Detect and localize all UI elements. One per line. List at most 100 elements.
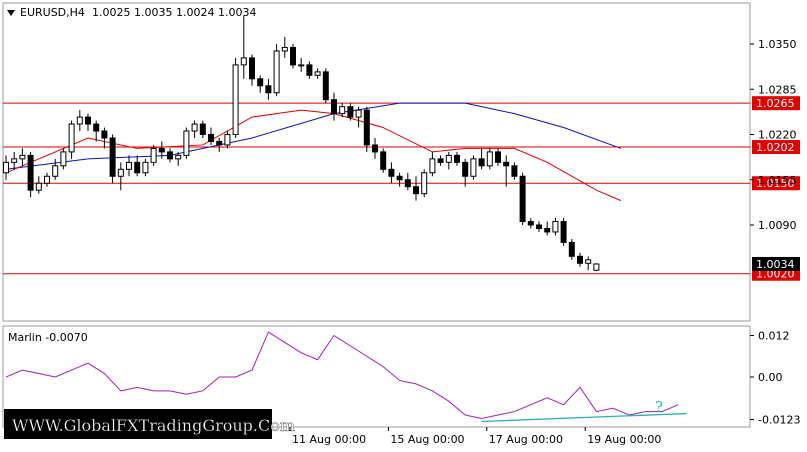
candle-body [134, 161, 141, 174]
candle-body [191, 123, 198, 132]
candle-body [52, 165, 59, 177]
candle-body [527, 221, 534, 226]
osc-tick-label: -0.0123 [758, 414, 800, 427]
candles [3, 16, 600, 271]
candle-body [585, 259, 592, 264]
candle-body [298, 64, 305, 67]
candle-body [35, 182, 42, 191]
candle-body [11, 158, 18, 163]
candle-body [372, 144, 378, 153]
candle-body [511, 165, 518, 177]
candle-body [355, 109, 362, 118]
candle-body [167, 151, 173, 160]
oscillator: 0.012 0.00 -0.0123 [5, 330, 800, 427]
candle-body [273, 50, 280, 94]
ohlc-values: 1.0025 1.0035 1.0024 1.0034 [92, 6, 256, 19]
candle-body [363, 109, 370, 146]
symbol-label: EURUSD,H4 [20, 6, 85, 19]
candle-body [429, 158, 436, 174]
level-label: 1.0150 [756, 177, 795, 190]
level-label: 1.0265 [756, 97, 795, 110]
candle-body [306, 64, 313, 76]
candle-body [552, 221, 559, 233]
price-axis: 1.0350 1.0285 1.0220 1.0155 1.0090 1.0034 [750, 38, 800, 271]
candle-body [19, 154, 26, 160]
candle-body [199, 123, 206, 136]
candle-body [158, 147, 165, 153]
candle-body [396, 175, 403, 181]
candle-body [249, 57, 255, 80]
candle-body [3, 161, 9, 174]
candle-body [68, 123, 75, 153]
time-tick-label: 19 Aug 00:00 [587, 433, 661, 446]
osc-tick-label: 0.012 [758, 330, 790, 343]
candle-body [380, 151, 387, 170]
candle-body [388, 168, 395, 177]
candle-body [93, 123, 100, 132]
candle-body [216, 140, 223, 146]
watermark-text: WWW.GlobalFXTradingGroup.Com [12, 416, 295, 435]
osc-tick-label: 0.00 [758, 371, 783, 384]
candle-body [421, 172, 428, 195]
level-tag [752, 96, 800, 111]
price-tick-label: 1.0220 [758, 129, 797, 142]
candle-body [240, 57, 247, 66]
candle-body [503, 161, 510, 167]
indicator-label: Marlin -0.0070 [8, 331, 88, 344]
candle-body [265, 85, 272, 94]
candle-body [224, 134, 231, 146]
candle-body [290, 46, 296, 66]
candle-body [257, 78, 264, 87]
candle-body [208, 134, 214, 142]
level-label: 1.0202 [756, 141, 795, 154]
divergence-trendline [481, 412, 687, 423]
candle-body [347, 106, 354, 118]
candle-body [454, 154, 460, 163]
candle-body [404, 179, 411, 188]
oscillator-line [5, 331, 679, 419]
price-tick-label: 1.0285 [758, 83, 797, 96]
candle-body [544, 227, 551, 233]
candle-body [126, 161, 132, 170]
level-tag [752, 176, 800, 191]
candle-body [437, 158, 444, 163]
candle-body [568, 241, 575, 257]
price-tick-label: 1.0090 [758, 219, 797, 232]
current-price-label: 1.0034 [756, 258, 795, 271]
candle-body [117, 168, 124, 177]
candle-body [44, 175, 50, 184]
time-tick-label: 15 Aug 00:00 [390, 433, 464, 446]
candle-body [478, 158, 485, 167]
candle-body [486, 151, 493, 167]
candle-body [27, 154, 34, 191]
candle-body [232, 64, 239, 135]
current-price-tag [752, 256, 800, 271]
level-tag [752, 140, 800, 155]
candle-body [536, 224, 542, 229]
candle-body [519, 175, 526, 223]
time-tick-label: 17 Aug 00:00 [489, 433, 563, 446]
candle-body [175, 154, 182, 160]
candle-body [462, 161, 469, 177]
candle-body [495, 151, 501, 163]
candle-body [314, 71, 321, 76]
candle-body [60, 151, 67, 167]
candle-body [560, 221, 567, 243]
time-axis: 11 Aug 00:00 15 Aug 00:00 17 Aug 00:00 19 A… [289, 427, 661, 446]
time-tick-label: 11 Aug 00:00 [292, 433, 366, 446]
candle-body [470, 158, 477, 177]
candle-body [413, 186, 419, 195]
candle-body [281, 46, 288, 52]
question-mark: ? [655, 398, 663, 416]
candle-body [109, 137, 116, 177]
candle-body [593, 263, 600, 271]
candle-body [142, 161, 149, 174]
watermark: WWW.GlobalFXTradingGroup.Com [4, 409, 295, 439]
candle-body [577, 255, 583, 264]
price-tick-label: 1.0350 [758, 38, 797, 51]
candle-body [150, 147, 157, 163]
candle-body [183, 130, 190, 156]
candle-body [339, 106, 346, 115]
collapse-triangle-icon[interactable] [7, 10, 15, 16]
